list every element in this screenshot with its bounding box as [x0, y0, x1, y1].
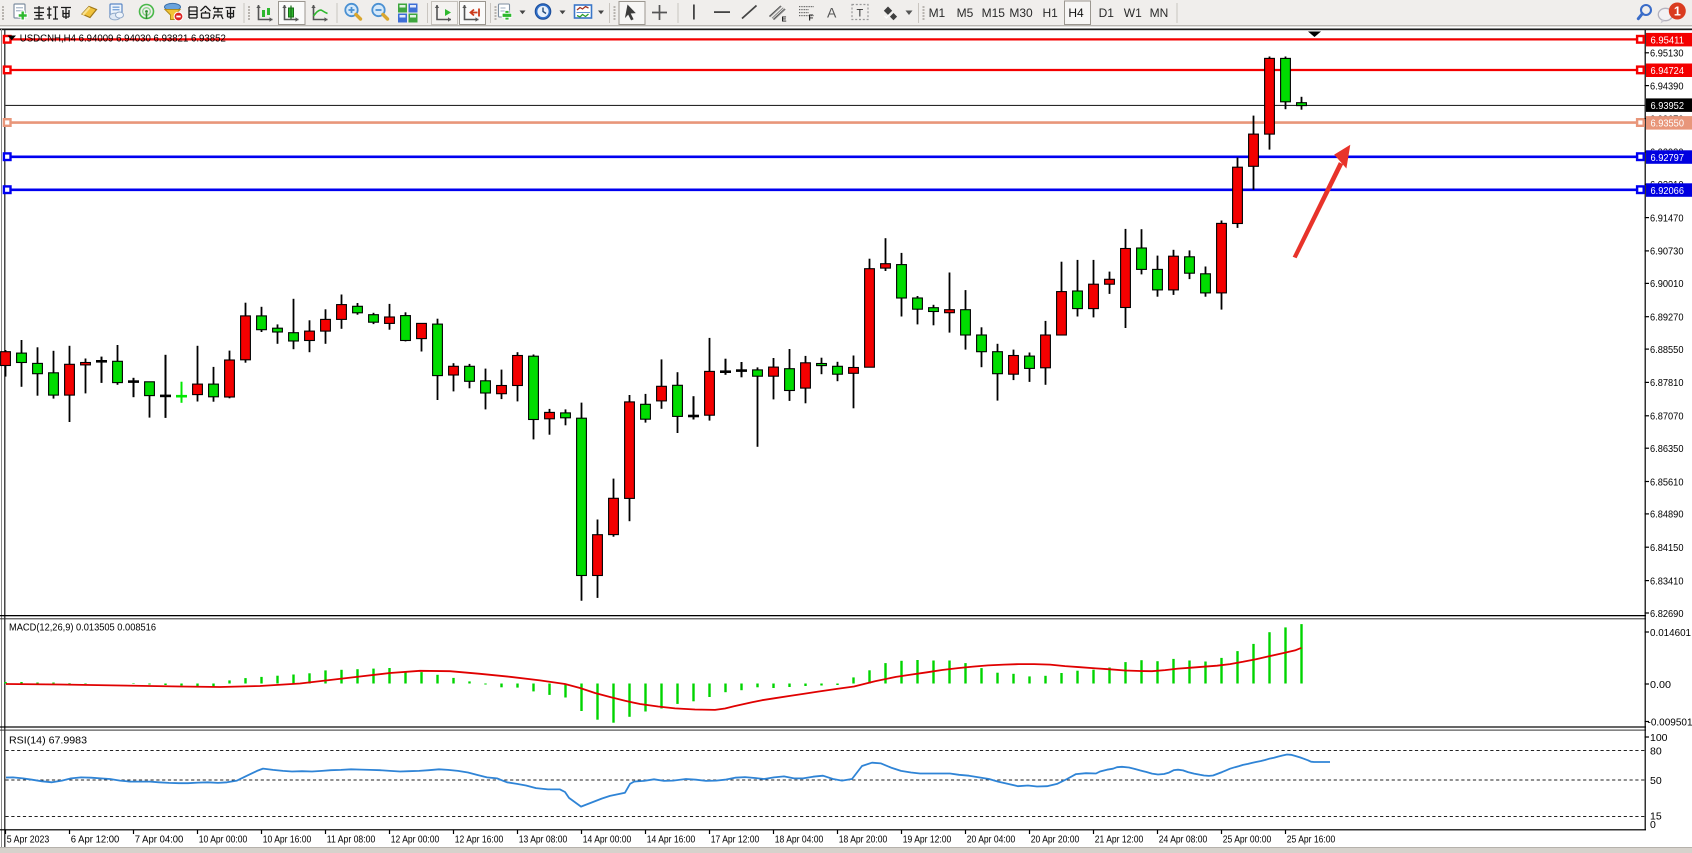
svg-text:6.89270: 6.89270: [1650, 312, 1684, 324]
svg-text:0.014601: 0.014601: [1650, 627, 1691, 639]
svg-text:MN: MN: [1150, 6, 1169, 20]
svg-text:19 Apr 12:00: 19 Apr 12:00: [903, 834, 952, 846]
svg-text:6.85610: 6.85610: [1650, 476, 1684, 488]
svg-text:6.91470: 6.91470: [1650, 212, 1684, 224]
svg-text:12 Apr 16:00: 12 Apr 16:00: [455, 834, 504, 846]
svg-text:6.88550: 6.88550: [1650, 344, 1684, 356]
svg-text:H1: H1: [1043, 6, 1059, 20]
svg-text:21 Apr 12:00: 21 Apr 12:00: [1095, 834, 1144, 846]
svg-text:6.94390: 6.94390: [1650, 80, 1684, 92]
svg-text:6.92797: 6.92797: [1651, 152, 1685, 164]
svg-text:10 Apr 16:00: 10 Apr 16:00: [263, 834, 312, 846]
svg-text:0: 0: [1650, 819, 1656, 831]
svg-text:12 Apr 00:00: 12 Apr 00:00: [391, 834, 440, 846]
svg-text:USDCNH,H4 6.94009 6.94030 6.9: USDCNH,H4 6.94009 6.94030 6.93821 6.9385…: [20, 33, 226, 45]
svg-text:6.93952: 6.93952: [1651, 100, 1685, 112]
svg-text:6.95130: 6.95130: [1650, 48, 1684, 60]
svg-text:6.94724: 6.94724: [1651, 65, 1685, 77]
svg-text:14 Apr 16:00: 14 Apr 16:00: [647, 834, 696, 846]
svg-text:M30: M30: [1009, 6, 1033, 20]
svg-text:5 Apr 2023: 5 Apr 2023: [7, 834, 50, 846]
svg-text:25 Apr 16:00: 25 Apr 16:00: [1287, 834, 1336, 846]
svg-text:25 Apr 00:00: 25 Apr 00:00: [1223, 834, 1272, 846]
svg-text:6.84150: 6.84150: [1650, 542, 1684, 554]
svg-text:T: T: [857, 8, 864, 20]
svg-text:6.84890: 6.84890: [1650, 509, 1684, 521]
svg-text:H4: H4: [1068, 6, 1084, 20]
svg-text:D1: D1: [1099, 6, 1115, 20]
svg-text:6.83410: 6.83410: [1650, 575, 1684, 587]
svg-text:15: 15: [1650, 810, 1662, 822]
svg-text:6 Apr 12:00: 6 Apr 12:00: [71, 834, 120, 846]
svg-text:M5: M5: [957, 6, 974, 20]
svg-text:6.90010: 6.90010: [1650, 278, 1684, 290]
svg-text:RSI(14) 67.9983: RSI(14) 67.9983: [9, 735, 87, 747]
svg-text:17 Apr 12:00: 17 Apr 12:00: [711, 834, 760, 846]
svg-text:-0.009501: -0.009501: [1648, 716, 1692, 728]
svg-text:0.00: 0.00: [1650, 679, 1671, 691]
svg-text:E: E: [782, 15, 787, 24]
svg-text:6.87070: 6.87070: [1650, 411, 1684, 423]
svg-text:W1: W1: [1124, 6, 1142, 20]
svg-text:M1: M1: [929, 6, 946, 20]
svg-text:14 Apr 00:00: 14 Apr 00:00: [583, 834, 632, 846]
svg-text:11 Apr 08:00: 11 Apr 08:00: [327, 834, 376, 846]
svg-text:18 Apr 20:00: 18 Apr 20:00: [839, 834, 888, 846]
svg-text:6.93550: 6.93550: [1651, 118, 1685, 130]
svg-text:A: A: [827, 5, 837, 21]
svg-text:20 Apr 04:00: 20 Apr 04:00: [967, 834, 1016, 846]
svg-text:MACD(12,26,9) 0.013505 0.00851: MACD(12,26,9) 0.013505 0.008516: [9, 622, 156, 634]
svg-text:M15: M15: [982, 6, 1006, 20]
svg-text:20 Apr 20:00: 20 Apr 20:00: [1031, 834, 1080, 846]
svg-text:18 Apr 04:00: 18 Apr 04:00: [775, 834, 824, 846]
svg-text:80: 80: [1650, 745, 1662, 757]
svg-text:6.82690: 6.82690: [1650, 608, 1684, 620]
svg-text:6.86350: 6.86350: [1650, 443, 1684, 455]
svg-text:F: F: [809, 14, 814, 23]
svg-text:50: 50: [1650, 775, 1662, 787]
svg-text:6.92066: 6.92066: [1651, 185, 1685, 197]
svg-text:13 Apr 08:00: 13 Apr 08:00: [519, 834, 568, 846]
svg-text:7 Apr 04:00: 7 Apr 04:00: [135, 834, 184, 846]
svg-text:10 Apr 00:00: 10 Apr 00:00: [199, 834, 248, 846]
svg-text:100: 100: [1650, 732, 1668, 744]
svg-text:1: 1: [1674, 4, 1681, 18]
svg-text:6.95411: 6.95411: [1651, 34, 1685, 46]
svg-text:24 Apr 08:00: 24 Apr 08:00: [1159, 834, 1208, 846]
svg-text:6.90730: 6.90730: [1650, 246, 1684, 258]
svg-text:6.87810: 6.87810: [1650, 377, 1684, 389]
